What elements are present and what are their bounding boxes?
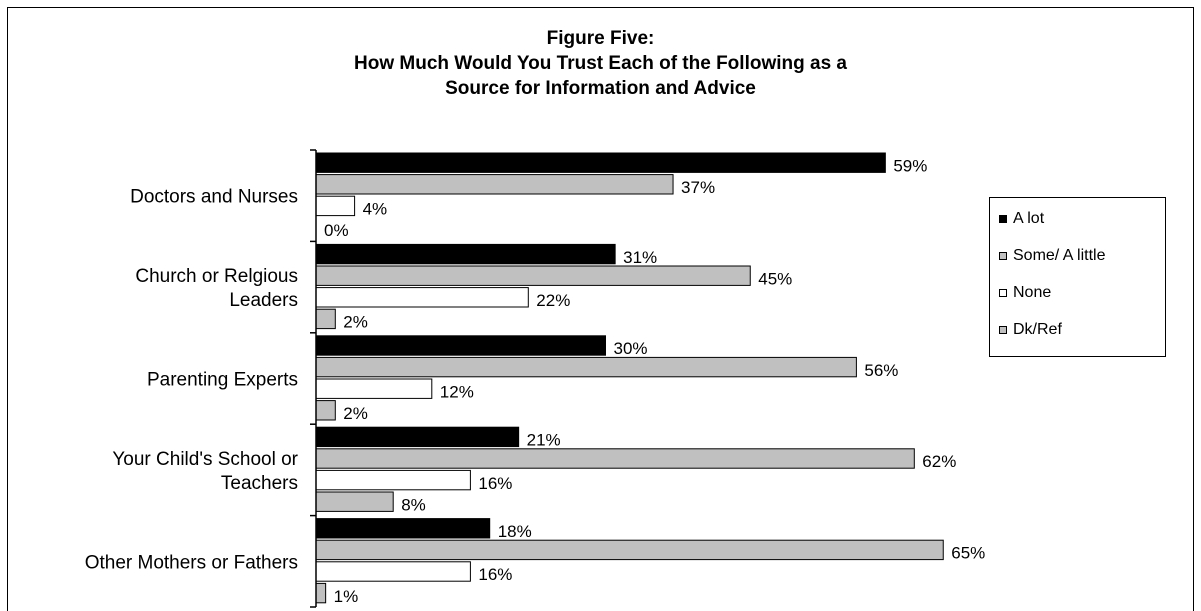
bar-parenting-experts-a-lot [315,335,606,356]
bar-parenting-experts-dk-ref [315,400,336,421]
bar-other-mothers-or-fathers-some-a-little [315,539,944,561]
legend-swatch-dk-ref [999,326,1007,334]
value-label-doctors-and-nurses-dk-ref: 0% [324,221,349,240]
legend-label-dk-ref: Dk/Ref [1013,321,1062,338]
chart-title-line-3: Source for Information and Advice [445,78,756,99]
category-label-other-mothers-or-fathers-line-1: Other Mothers or Fathers [85,552,298,573]
legend-label-none: None [1013,284,1052,301]
value-label-other-mothers-or-fathers-a-lot: 18% [498,522,532,541]
legend-label-some-a-little: Some/ A little [1013,247,1106,264]
category-label-your-child-s-school-or-teachers-line-1: Your Child's School or [112,449,298,470]
value-label-your-child-s-school-or-teachers-none: 16% [478,474,512,493]
legend-swatch-some-a-little [999,252,1007,260]
bar-doctors-and-nurses-a-lot [315,152,886,173]
category-label-church-or-relgious-leaders-line-1: Church or Relgious [135,266,298,287]
value-label-doctors-and-nurses-a-lot: 59% [893,156,927,175]
category-label-your-child-s-school-or-teachers-line-2: Teachers [221,473,298,494]
chart-title-line-1: Figure Five: [546,28,655,49]
legend-item-dk-ref: Dk/Ref [999,319,1062,341]
value-label-church-or-relgious-leaders-dk-ref: 2% [343,313,368,332]
value-label-church-or-relgious-leaders-a-lot: 31% [623,248,657,267]
legend-item-some-a-little: Some/ A little [999,245,1106,267]
value-label-parenting-experts-none: 12% [440,382,474,401]
bar-your-child-s-school-or-teachers-some-a-little [315,448,915,469]
bar-doctors-and-nurses-none [315,195,356,217]
value-label-other-mothers-or-fathers-dk-ref: 1% [334,587,359,606]
value-label-other-mothers-or-fathers-none: 16% [478,565,512,584]
value-label-your-child-s-school-or-teachers-some-a-little: 62% [922,452,956,471]
bar-other-mothers-or-fathers-a-lot [315,518,491,539]
value-label-doctors-and-nurses-none: 4% [363,200,388,219]
value-label-church-or-relgious-leaders-some-a-little: 45% [758,269,792,288]
value-label-doctors-and-nurses-some-a-little: 37% [681,178,715,197]
value-label-parenting-experts-some-a-little: 56% [864,361,898,380]
legend-item-none: None [999,282,1051,304]
bar-other-mothers-or-fathers-none [315,561,471,582]
value-label-your-child-s-school-or-teachers-dk-ref: 8% [401,495,426,514]
bar-your-child-s-school-or-teachers-a-lot [315,426,520,448]
value-label-church-or-relgious-leaders-none: 22% [536,291,570,310]
bar-parenting-experts-some-a-little [315,356,857,378]
bar-doctors-and-nurses-some-a-little [315,174,674,195]
legend-swatch-none [999,289,1007,297]
bar-your-child-s-school-or-teachers-dk-ref [315,491,394,512]
bar-church-or-relgious-leaders-a-lot [315,243,616,265]
bar-other-mothers-or-fathers-dk-ref [315,582,327,604]
value-label-your-child-s-school-or-teachers-a-lot: 21% [527,431,561,450]
bar-your-child-s-school-or-teachers-none [315,469,471,491]
chart-title-line-2: How Much Would You Trust Each of the Fol… [354,53,847,74]
category-label-church-or-relgious-leaders-line-2: Leaders [229,290,298,311]
category-label-parenting-experts-line-1: Parenting Experts [147,370,298,391]
bar-parenting-experts-none [315,378,433,399]
bar-church-or-relgious-leaders-some-a-little [315,265,751,286]
bar-church-or-relgious-leaders-none [315,287,529,308]
category-label-doctors-and-nurses-line-1: Doctors and Nurses [130,187,298,208]
legend-label-a-lot: A lot [1013,210,1045,227]
bar-church-or-relgious-leaders-dk-ref [315,308,336,330]
legend: A lot Some/ A little None Dk/Ref [989,197,1166,357]
legend-item-a-lot: A lot [999,208,1044,230]
value-label-other-mothers-or-fathers-some-a-little: 65% [951,544,985,563]
chart-title: Figure Five: How Much Would You Trust Ea… [0,26,1201,101]
value-label-parenting-experts-dk-ref: 2% [343,404,368,423]
legend-swatch-a-lot [999,215,1007,223]
value-label-parenting-experts-a-lot: 30% [614,339,648,358]
